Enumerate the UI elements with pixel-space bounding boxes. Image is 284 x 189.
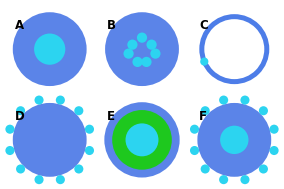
Circle shape [104, 102, 180, 177]
Circle shape [16, 164, 25, 174]
Text: C: C [199, 19, 208, 32]
Text: B: B [107, 19, 116, 32]
Circle shape [241, 95, 250, 105]
Circle shape [13, 103, 87, 177]
Circle shape [147, 40, 157, 50]
Circle shape [137, 33, 147, 43]
Circle shape [124, 49, 134, 59]
Circle shape [200, 57, 208, 66]
Circle shape [16, 106, 25, 115]
Circle shape [220, 126, 248, 154]
Circle shape [74, 106, 83, 115]
Circle shape [34, 175, 43, 184]
Circle shape [141, 57, 152, 67]
Text: A: A [15, 19, 24, 32]
Circle shape [74, 164, 83, 174]
Circle shape [259, 106, 268, 115]
Circle shape [197, 103, 271, 177]
Circle shape [56, 95, 65, 105]
Circle shape [34, 33, 65, 65]
Circle shape [270, 125, 279, 134]
Circle shape [201, 164, 210, 174]
Circle shape [112, 110, 172, 170]
Text: E: E [107, 110, 115, 123]
Text: F: F [199, 110, 207, 123]
Circle shape [150, 49, 160, 59]
Circle shape [270, 146, 279, 155]
Circle shape [5, 146, 14, 155]
Circle shape [190, 146, 199, 155]
Circle shape [85, 125, 94, 134]
Circle shape [56, 175, 65, 184]
Circle shape [126, 123, 158, 156]
Circle shape [132, 57, 143, 67]
Circle shape [219, 175, 228, 184]
Circle shape [241, 175, 250, 184]
Circle shape [201, 106, 210, 115]
Circle shape [5, 125, 14, 134]
Circle shape [219, 95, 228, 105]
Text: D: D [15, 110, 24, 123]
Circle shape [105, 12, 179, 86]
Circle shape [127, 40, 137, 50]
Circle shape [85, 146, 94, 155]
Circle shape [259, 164, 268, 174]
Circle shape [34, 95, 43, 105]
Circle shape [13, 12, 87, 86]
Circle shape [190, 125, 199, 134]
